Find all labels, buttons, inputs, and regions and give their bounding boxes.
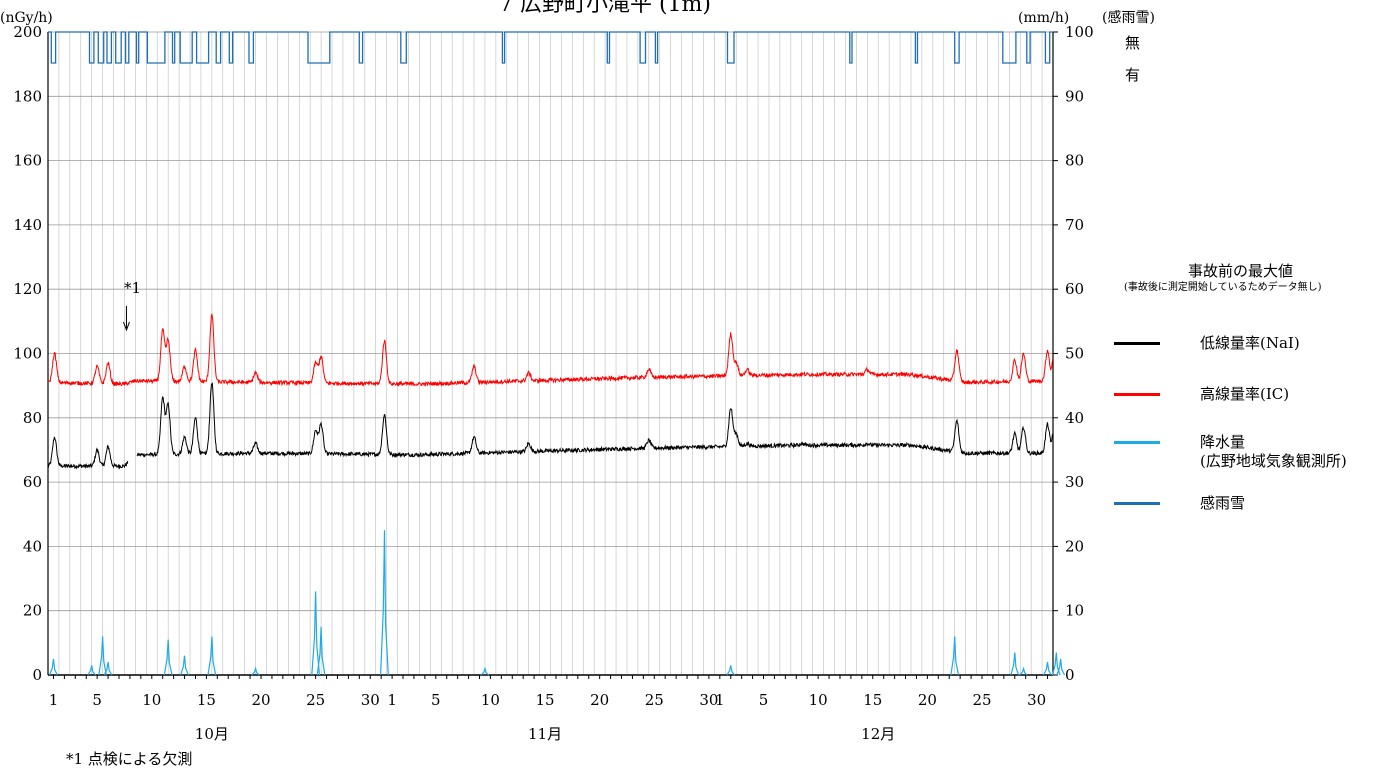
precip-spike [49,658,58,676]
legend-swatch-ic [1114,393,1160,396]
legend-label-precip: 降水量 [1200,433,1246,451]
precip-spike [180,655,189,676]
precip-spike [1051,652,1061,676]
precip-spike [480,666,490,676]
precip-spike [103,662,113,676]
series-group [47,31,1066,676]
right-axis-ticks: 0 10 20 30 40 50 60 70 80 90 100 [1053,23,1094,684]
x-tick-label: 15 [535,691,554,709]
left-tick-label: 140 [13,216,42,234]
right-tick-label: 10 [1065,602,1084,620]
precip-spike [251,666,260,676]
right-tick-label: 100 [1065,23,1094,41]
month-label: 12月 [861,725,895,743]
legend-label-precip-station: (広野地域気象観測所) [1200,452,1347,470]
left-tick-label: 180 [13,87,42,105]
chart-title: 7 広野町小滝平 (1m) [499,0,711,17]
left-tick-label: 160 [13,152,42,170]
annotation-label: *1 [124,279,141,297]
left-tick-label: 100 [13,345,42,363]
right-tick-label: 0 [1065,666,1075,684]
right-tick-label: 40 [1065,409,1084,427]
left-tick-label: 40 [23,537,42,555]
x-tick-label: 15 [197,691,216,709]
month-label: 11月 [528,725,562,743]
x-tick-label: 30 [1027,691,1046,709]
precip-spike [163,639,173,676]
left-axis-ticks: 0 20 40 60 80 100 120 140 160 180 200 [13,23,42,684]
precip-spike [950,636,960,676]
rain-snow-flag-line [48,31,1053,64]
x-tick-label: 1 [49,691,59,709]
series-line-nai [47,436,129,470]
right-tick-label: 30 [1065,473,1084,491]
left-tick-label: 120 [13,280,42,298]
x-tick-label: 30 [361,691,380,709]
precip-spike [311,591,321,676]
legend-label-rainsnow: 感雨雪 [1200,494,1246,512]
x-tick-label: 25 [972,691,991,709]
precip-spike [1043,662,1052,676]
left-tick-label: 80 [23,409,42,427]
series-line-ic [47,312,1053,387]
month-label: 10月 [195,725,229,743]
right-tick-label: 90 [1065,87,1084,105]
x-tick-label: 25 [645,691,664,709]
x-tick-label: 20 [918,691,937,709]
left-tick-label: 20 [23,602,42,620]
annotation-arrow-head [122,321,130,332]
right-tick-label: 70 [1065,216,1084,234]
precip-spike [1056,658,1066,676]
precip-spike [726,665,736,676]
precip-spike [87,665,96,676]
x-tick-label: 10 [809,691,828,709]
series-line-nai [136,382,1053,459]
x-tick-label: 1 [387,691,397,709]
legend-header: 事故前の最大値 [1188,262,1294,280]
x-tick-label: 5 [92,691,102,709]
x-tick-label: 25 [306,691,325,709]
right-tick-label: 80 [1065,152,1084,170]
x-tick-label: 10 [142,691,161,709]
precip-spike [98,636,107,676]
x-tick-label: 5 [759,691,769,709]
legend-label-ic: 高線量率(IC) [1200,385,1290,403]
right-tick-label: 60 [1065,280,1084,298]
legend-swatch-rainsnow [1114,502,1160,505]
right-tick-label: 50 [1065,345,1084,363]
footnote: *1 点検による欠測 [66,750,192,768]
left-tick-label: 60 [23,473,42,491]
precip-spike [1019,666,1028,676]
x-tick-label: 15 [863,691,882,709]
x-tick-label: 20 [590,691,609,709]
legend-swatch-precip [1114,441,1160,444]
left-tick-label: 0 [32,666,42,684]
x-tick-label: 20 [251,691,270,709]
legend-label-nai: 低線量率(NaI) [1200,334,1300,352]
x-tick-label: 30 [699,691,718,709]
right-tick-label: 20 [1065,537,1084,555]
right-axis-unit: (mm/h) [1018,10,1069,26]
x-tick-label: 5 [431,691,441,709]
precip-spike [1010,652,1020,676]
precip-spike [207,636,217,676]
rain-snow-none-label: 無 [1125,34,1140,52]
x-tick-label: 1 [715,691,725,709]
precip-spike [380,530,389,676]
x-tick-label: 10 [481,691,500,709]
annotation-group: *1 [122,279,141,332]
legend-swatch-nai [1114,342,1160,345]
precip-spike [316,626,326,676]
rain-snow-axis-unit: (感雨雪) [1102,9,1155,26]
legend-subheader: (事故後に測定開始しているためデータ無し) [1124,282,1322,293]
rain-snow-present-label: 有 [1125,66,1140,84]
left-tick-label: 200 [13,23,42,41]
left-axis-unit: (nGy/h) [0,10,53,26]
